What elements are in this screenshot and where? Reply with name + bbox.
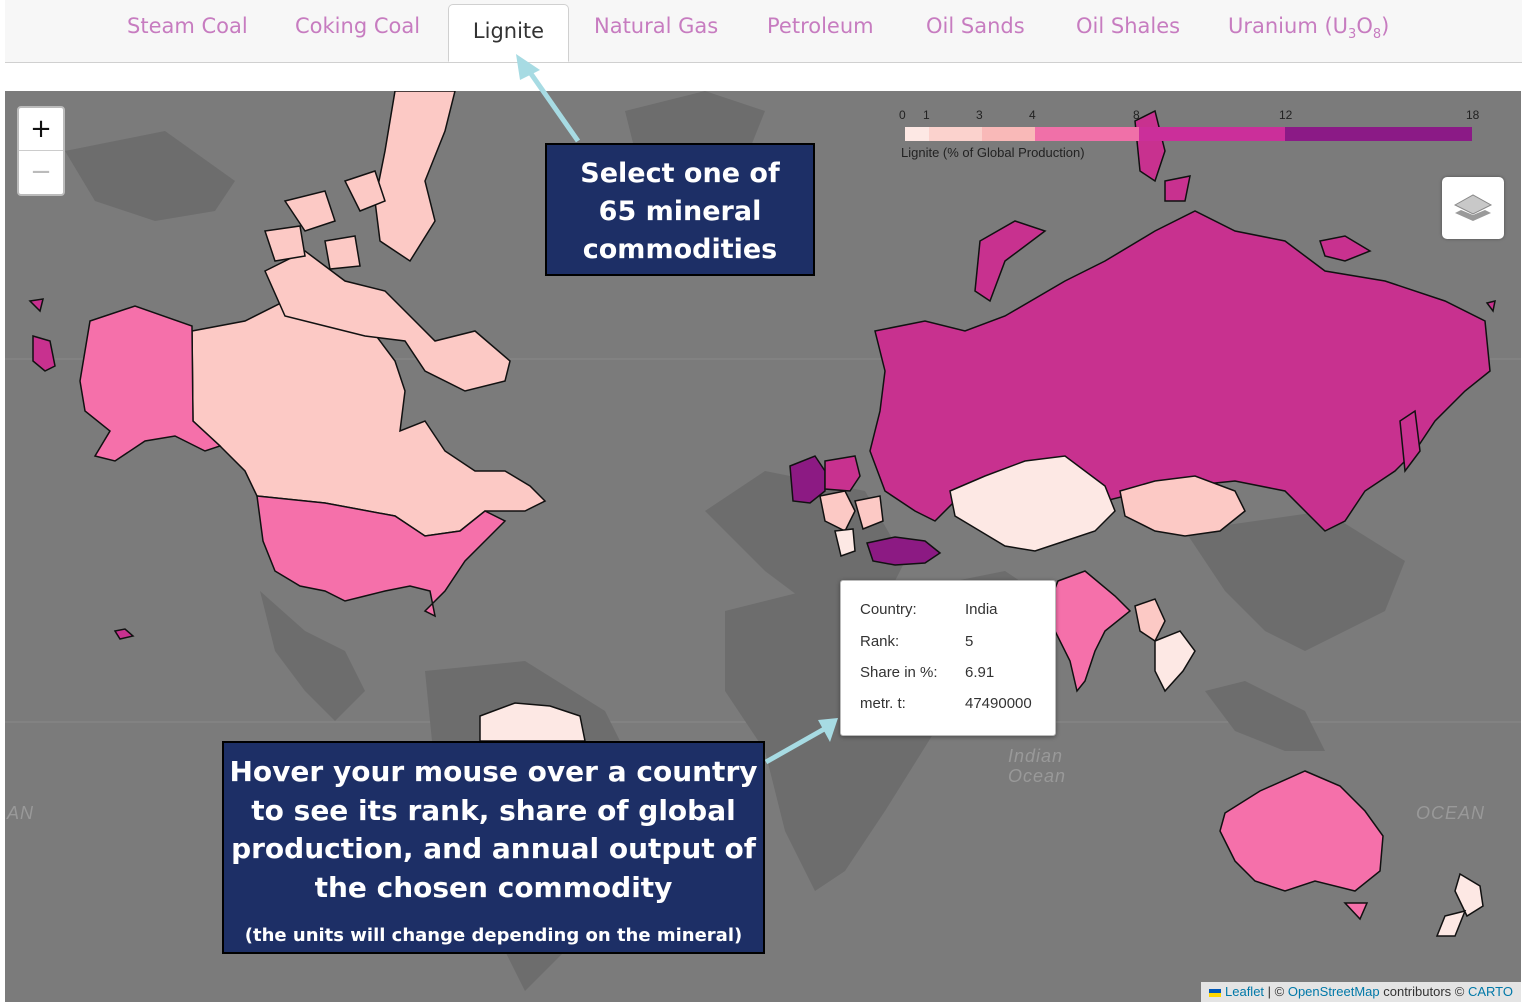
ocean-label-indian-1: Indian [1008,746,1064,766]
legend-swatch [1285,127,1472,141]
tooltip-key: Country: [860,601,917,618]
tooltip-value: India [965,601,998,618]
callout-select-commodity: Select one of 65 mineral commodities [545,143,815,276]
callout-line: commodities [582,234,778,265]
country-germany[interactable] [789,455,826,504]
tooltip-key: Rank: [860,633,900,650]
tab-natural-gas[interactable]: Natural Gas [594,14,719,38]
tab-uranium-mid: O [1356,14,1373,38]
layers-button[interactable] [1442,177,1504,239]
callout-line: production, and annual output of [231,832,756,865]
callout-note: (the units will change depending on the … [244,925,743,946]
zoom-in-button[interactable]: + [30,114,52,144]
country-tooltip: Country: India Rank: 5 Share in %: 6.91 met… [840,580,1056,736]
tab-uranium[interactable]: Uranium (U3O8) [1228,14,1389,54]
leaflet-link[interactable]: Leaflet [1225,984,1265,999]
tab-petroleum[interactable]: Petroleum [767,14,874,38]
tooltip-key: Share in %: [860,664,938,681]
legend-tick: 12 [1279,108,1293,122]
legend-tick: 1 [923,108,930,122]
ocean-label-left: AN [7,803,35,823]
tooltip-value: 6.91 [965,664,995,681]
commodity-tab-bar: Steam Coal Coking Coal Lignite Natural G… [5,0,1522,63]
legend-tick: 3 [976,108,983,122]
ukraine-flag-icon [1209,988,1222,997]
country-turkey[interactable] [866,536,942,566]
country-usa-alaska[interactable] [79,305,222,462]
tooltip-value: 47490000 [965,695,1032,712]
legend-swatch [1035,127,1139,141]
legend-tick: 0 [899,108,906,122]
tab-oil-sands[interactable]: Oil Sands [926,14,1025,38]
callout-line: Hover your mouse over a country [229,755,758,788]
country-poland[interactable] [824,455,861,492]
country-russia[interactable] [869,210,1491,532]
map-attribution: Leaflet | © OpenStreetMap contributors ©… [1201,982,1521,1002]
tab-uranium-sub2: 8 [1372,27,1382,43]
callout-line: 65 mineral [598,196,762,227]
legend-swatch [982,127,1035,141]
zoom-control: + − [17,106,65,196]
callout-hover-country: Hover your mouse over a country to see i… [222,741,765,954]
legend-swatch [929,127,982,141]
legend-tick: 8 [1133,108,1140,122]
country-kazakhstan[interactable] [949,455,1116,552]
zoom-out-button[interactable]: − [19,150,63,193]
osm-link[interactable]: OpenStreetMap [1287,984,1380,999]
callout-line: Select one of [580,158,780,189]
country-india[interactable] [1049,570,1132,693]
layers-icon [1453,194,1493,221]
choropleth-legend: 0 1 3 4 8 12 18 Lignite (% of Global Pro… [899,105,1479,165]
ocean-label-right: OCEAN [1416,803,1486,823]
tab-uranium-end: ) [1381,14,1390,38]
tooltip-key: metr. t: [860,695,906,712]
attribution-sep: | © [1264,984,1288,999]
tab-uranium-sub1: 3 [1348,27,1357,43]
tab-lignite[interactable]: Lignite [448,4,569,62]
country-mongolia[interactable] [1119,475,1246,537]
legend-title: Lignite (% of Global Production) [901,145,1085,160]
legend-swatch [905,127,929,141]
tooltip-value: 5 [965,633,974,650]
country-new-zealand[interactable] [1435,872,1484,937]
country-usa[interactable] [256,495,507,618]
tab-uranium-label: Uranium (U [1228,14,1349,38]
carto-link[interactable]: CARTO [1467,984,1513,999]
attribution-mid: contributors © [1379,984,1468,999]
legend-tick: 18 [1466,108,1480,122]
tab-oil-shales[interactable]: Oil Shales [1076,14,1181,38]
tab-steam-coal[interactable]: Steam Coal [127,14,248,38]
ocean-label-indian-2: Ocean [1008,766,1067,786]
country-australia[interactable] [1219,770,1384,892]
callout-line: the chosen commodity [314,870,673,904]
legend-tick: 4 [1029,108,1036,122]
legend-swatch [1139,127,1285,141]
tab-coking-coal[interactable]: Coking Coal [295,14,421,38]
callout-line: to see its rank, share of global [251,793,736,827]
